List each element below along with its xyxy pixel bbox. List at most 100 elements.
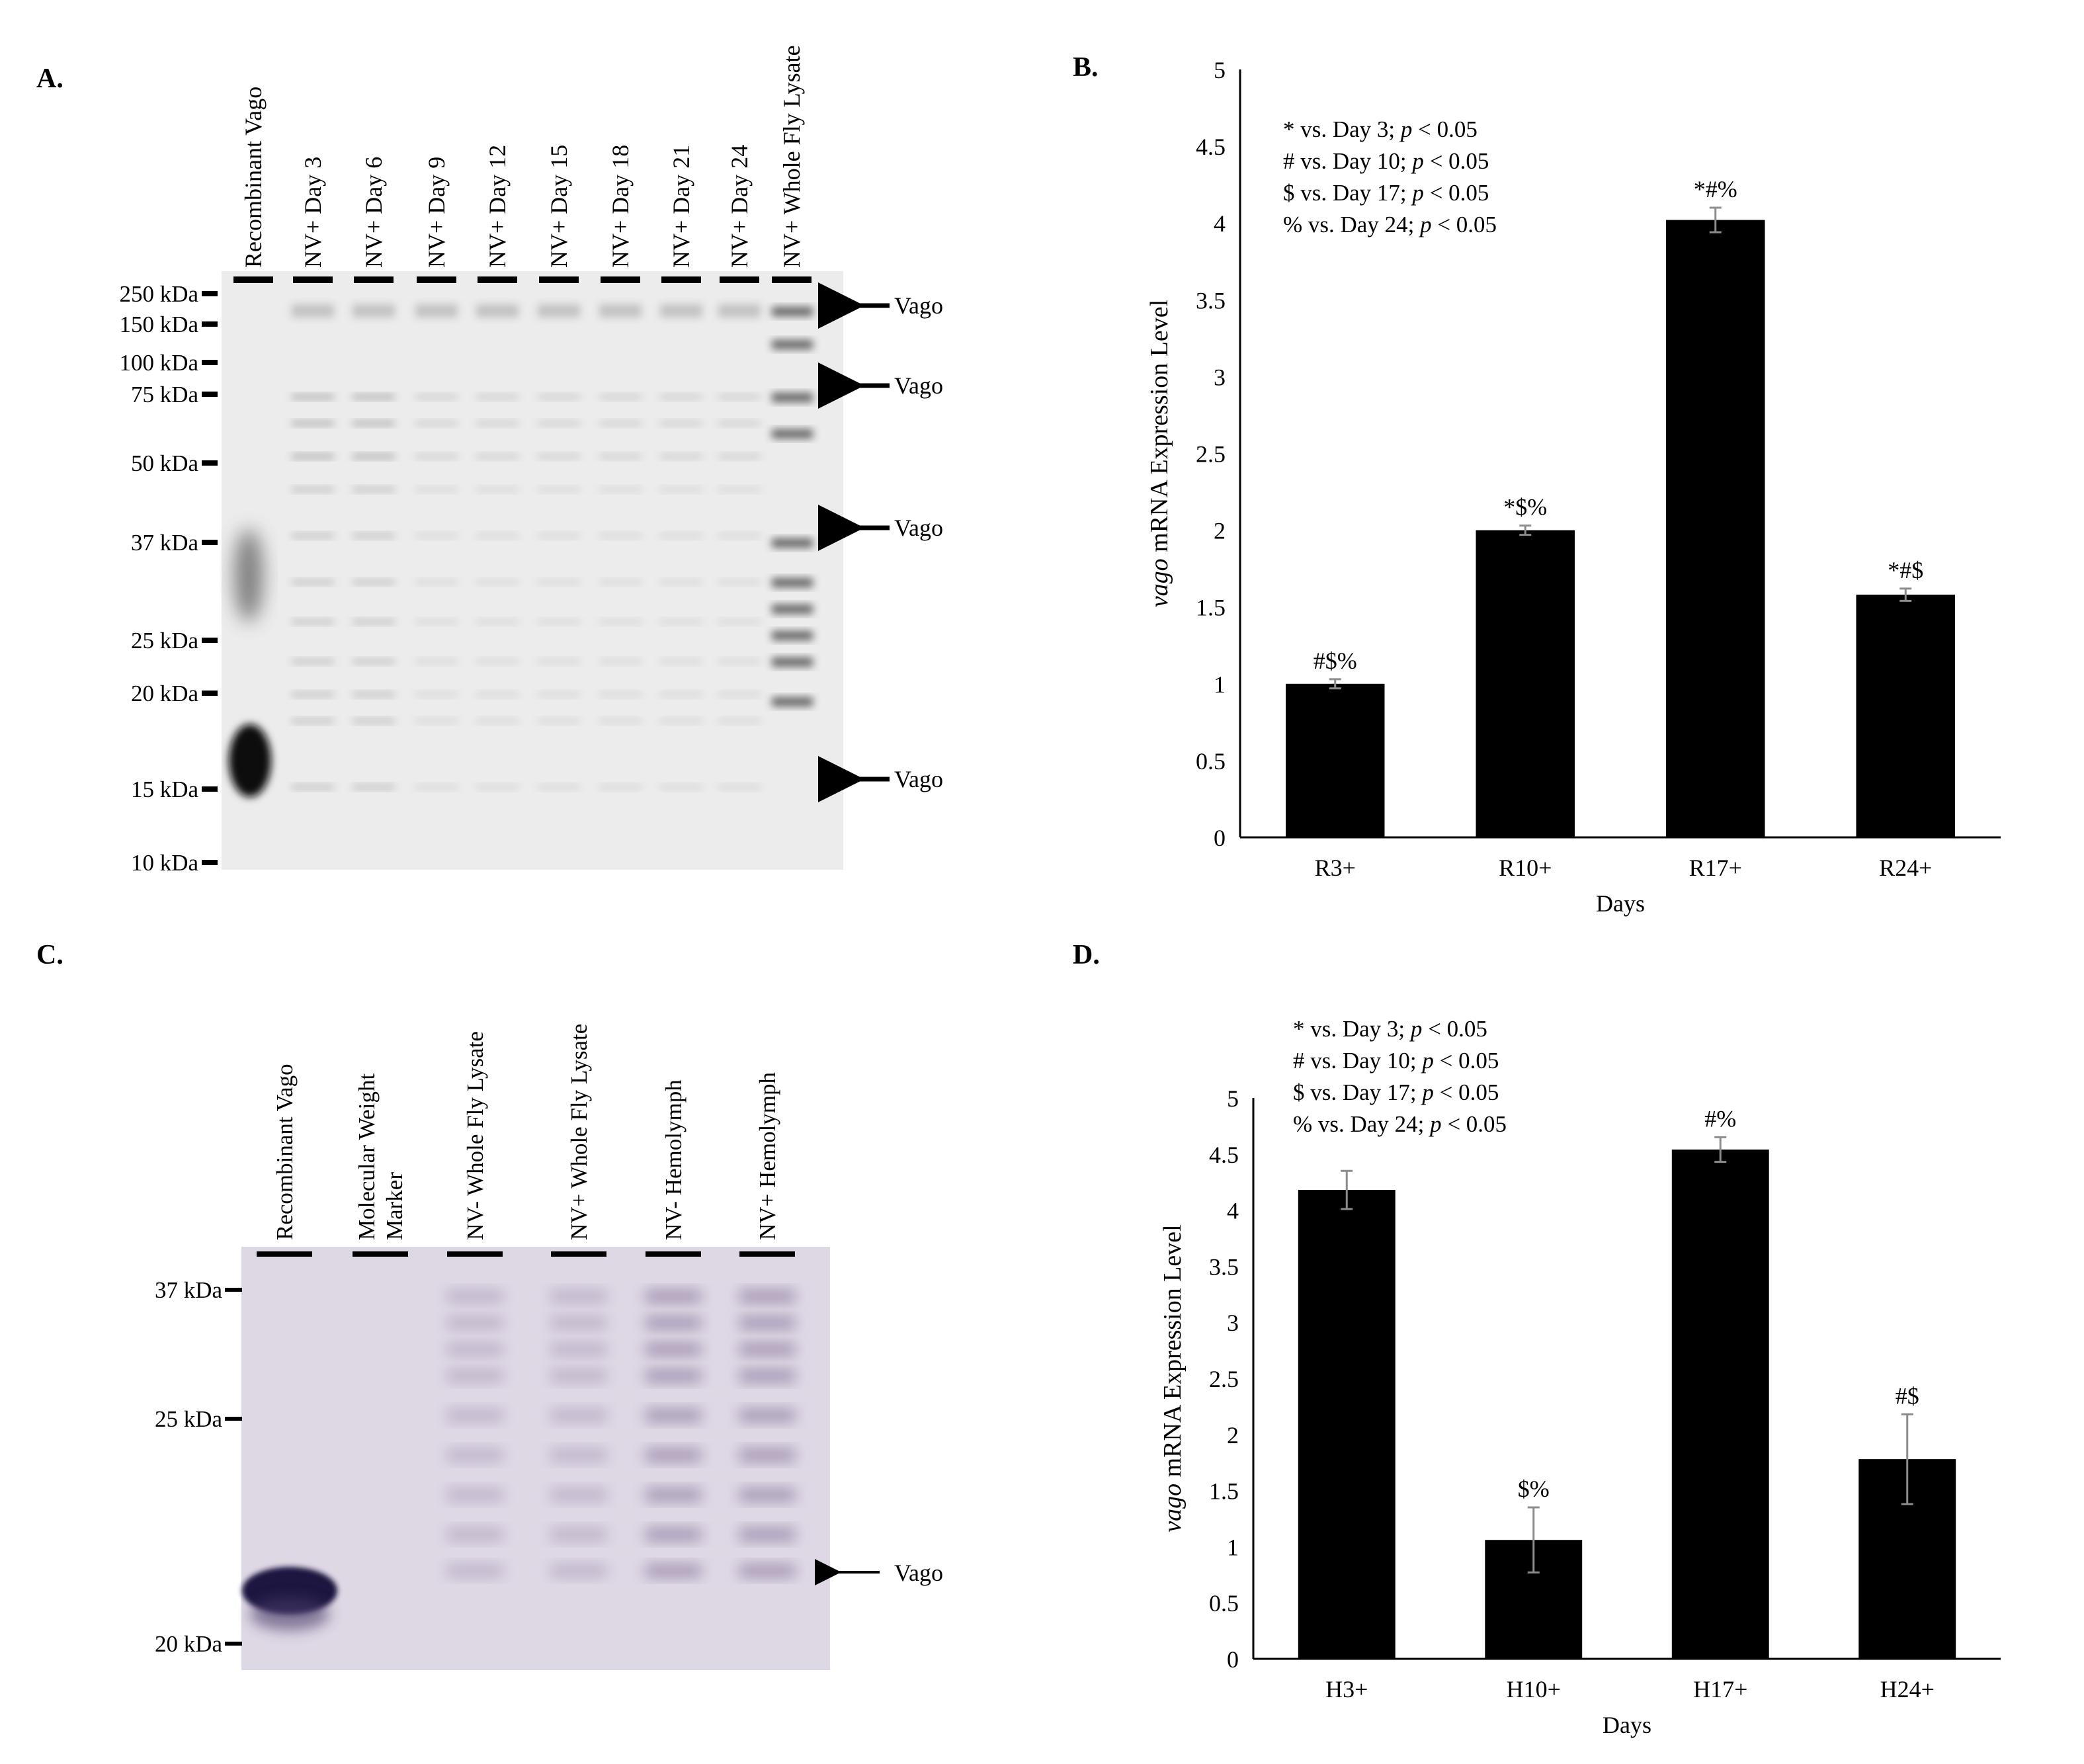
- band: [718, 454, 761, 459]
- band-lysate: [772, 631, 813, 640]
- band: [353, 394, 395, 399]
- significance-label: #%: [1704, 1105, 1736, 1132]
- blot-a-bands: [229, 304, 813, 797]
- lane-bar: [354, 276, 394, 283]
- marker-tick: [225, 1417, 242, 1421]
- significance-label: *#$: [1888, 557, 1923, 583]
- blot-a: Recombinant Vago NV+ Day 3 NV+ Day 6 NV+ Da…: [119, 45, 943, 876]
- band: [353, 533, 395, 538]
- lane-label: NV+ Hemolymph: [755, 1071, 780, 1240]
- band: [447, 1449, 503, 1462]
- lane-bar: [447, 1251, 503, 1257]
- band: [415, 619, 458, 624]
- band: [292, 533, 334, 538]
- band: [646, 1316, 701, 1329]
- band: [551, 1488, 606, 1501]
- marker-tick: [202, 540, 218, 545]
- error-bar: [1709, 206, 1722, 233]
- band: [739, 1449, 795, 1462]
- lane-bar: [739, 1251, 795, 1257]
- lane-label: NV- Hemolymph: [661, 1079, 687, 1240]
- error-bar: [1899, 587, 1912, 602]
- band: [538, 533, 580, 538]
- band: [476, 487, 519, 492]
- lane-bar: [646, 1251, 701, 1257]
- lane-label: Recombinant Vago: [240, 87, 267, 268]
- significance-label: *$%: [1503, 494, 1547, 521]
- y-tick-label: 2: [1227, 1422, 1239, 1449]
- y-tick-label: 3.5: [1196, 287, 1226, 314]
- y-tick-label: 3.5: [1209, 1253, 1239, 1280]
- band: [739, 1343, 795, 1356]
- marker-tick: [202, 691, 218, 696]
- error-bar: [1714, 1136, 1727, 1163]
- band: [718, 394, 761, 399]
- band: [660, 784, 702, 790]
- band: [292, 718, 334, 724]
- band-smear: [234, 529, 263, 622]
- y-tick-label: 2.5: [1196, 441, 1226, 468]
- band-lysate: [772, 697, 813, 706]
- band: [538, 659, 580, 664]
- y-tick-label: 2.5: [1209, 1366, 1239, 1392]
- band: [718, 784, 761, 790]
- band: [538, 454, 580, 459]
- lane-bar: [539, 276, 579, 283]
- band-recombinant: [229, 724, 271, 797]
- band: [551, 1564, 606, 1577]
- band: [660, 454, 702, 459]
- band: [292, 579, 334, 585]
- band: [599, 579, 642, 585]
- blot-c-lane-labels: Recombinant Vago Molecular Weight Marker NV…: [257, 1024, 795, 1257]
- band: [739, 1528, 795, 1541]
- band: [415, 421, 458, 426]
- band: [476, 454, 519, 459]
- lane-bar: [233, 276, 273, 283]
- band: [476, 579, 519, 585]
- band: [538, 394, 580, 399]
- marker-tick: [202, 360, 218, 365]
- marker-label: 37 kDa: [131, 530, 199, 556]
- x-tick-label: R17+: [1689, 855, 1742, 881]
- lane-bar: [293, 276, 333, 283]
- significance-label: #$: [1896, 1382, 1919, 1409]
- band: [292, 394, 334, 399]
- band: [551, 1409, 606, 1422]
- band: [739, 1564, 795, 1577]
- note-row: * vs. Day 3; p < 0.05: [1293, 1016, 1487, 1042]
- band: [660, 579, 702, 585]
- x-tick-label: H24+: [1880, 1676, 1935, 1702]
- y-axis-title: vago mRNA Expression Level: [1146, 300, 1173, 607]
- x-tick-label: H3+: [1325, 1676, 1368, 1702]
- band: [646, 1564, 701, 1577]
- y-axis-title: vago mRNA Expression Level: [1159, 1224, 1187, 1532]
- band: [718, 659, 761, 664]
- band: [538, 784, 580, 790]
- x-tick-label: R3+: [1315, 855, 1356, 881]
- band: [447, 1316, 503, 1329]
- bar: [1286, 683, 1385, 837]
- band: [660, 619, 702, 624]
- note-row: # vs. Day 10; p < 0.05: [1283, 148, 1489, 174]
- band: [599, 533, 642, 538]
- marker-label: 250 kDa: [119, 281, 198, 307]
- band-lysate: [772, 307, 813, 316]
- blot-c: Recombinant Vago Molecular Weight Marker NV…: [155, 1024, 943, 1670]
- blot-a-arrows: Vago Vago Vago Vago: [818, 282, 943, 802]
- chart-b: 0 0.5 1 1.5 2 2.5 3 3.5 4 4.5 5 #$% R3+ *$% R10+ *#% R17…: [1146, 57, 2001, 917]
- band: [415, 718, 458, 724]
- band: [551, 1343, 606, 1356]
- blot-c-arrows: Vago: [815, 1559, 943, 1586]
- significance-label: $%: [1518, 1476, 1550, 1502]
- marker-label: 15 kDa: [131, 777, 199, 802]
- lane-label: NV+ Whole Fly Lysate: [566, 1024, 592, 1240]
- band: [476, 692, 519, 697]
- lane-label: Marker: [382, 1172, 407, 1240]
- marker-tick: [225, 1642, 242, 1646]
- chart-b-notes: * vs. Day 3; p < 0.05 # vs. Day 10; p < …: [1283, 114, 1497, 241]
- x-axis-title: Days: [1596, 890, 1645, 917]
- panel-label-a: A.: [36, 63, 63, 94]
- x-tick-label: R10+: [1499, 855, 1552, 881]
- band: [599, 487, 642, 492]
- lane-label: NV+ Day 18: [607, 145, 634, 268]
